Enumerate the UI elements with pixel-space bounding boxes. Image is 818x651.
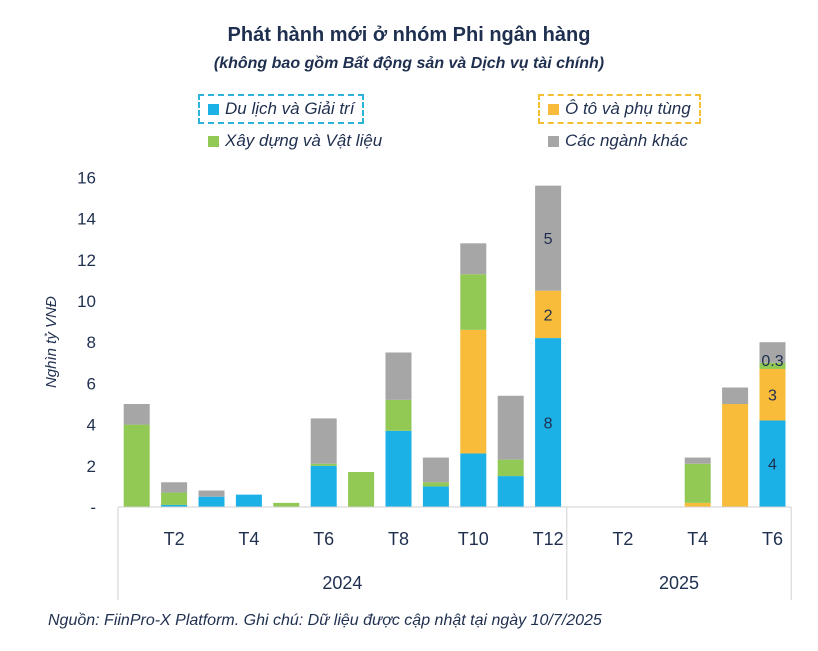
bar-segment [123, 404, 150, 425]
bar-segment [759, 368, 786, 421]
y-tick-label: 12 [77, 251, 96, 270]
bar-segment [161, 482, 188, 493]
bar-segment [759, 342, 786, 363]
x-tick-label: T6 [313, 529, 334, 549]
data-labels: 8 2 5 4 3 0.3 [544, 231, 784, 474]
legend-swatch-construction [208, 135, 219, 147]
y-tick-label: 6 [87, 374, 96, 393]
x-tick-label: T10 [458, 529, 489, 549]
x-group-label: 2025 [659, 573, 699, 593]
x-group-label: 2024 [322, 573, 362, 593]
bar-segment [123, 424, 150, 507]
bar-segment [460, 453, 487, 507]
y-axis: - 2 4 6 8 10 12 14 16 Nghìn tỷ VNĐ [43, 168, 96, 517]
data-label: 4 [768, 457, 777, 474]
y-tick-label: 2 [87, 457, 96, 476]
legend-item-construction: Xây dựng và Vật liệu [208, 131, 382, 151]
x-tick-label: T2 [612, 529, 633, 549]
bar-segment [161, 504, 188, 507]
y-tick-label: 16 [77, 168, 96, 187]
source-note: Nguồn: FiinPro-X Platform. Ghi chú: Dữ l… [48, 612, 602, 629]
bar-segment [497, 476, 524, 507]
y-tick-label: 4 [87, 416, 96, 435]
bar-segment [535, 185, 562, 291]
y-tick-label: 10 [77, 292, 96, 311]
bar-segment [535, 290, 562, 339]
legend-label-tourism: Du lịch và Giải trí [225, 99, 355, 118]
bar-segment [759, 420, 786, 507]
y-tick-label: 8 [87, 333, 96, 352]
legend-swatch-tourism [208, 103, 219, 115]
bar-segment [161, 492, 188, 505]
data-label: 0.3 [761, 353, 783, 370]
legend-label-other: Các ngành khác [565, 131, 688, 150]
bar-segment [235, 494, 262, 507]
data-label: 3 [768, 388, 777, 405]
legend-label-construction: Xây dựng và Vật liệu [225, 131, 383, 150]
bar-segment [385, 352, 412, 400]
data-label: 2 [544, 307, 553, 324]
bar-segment [722, 387, 749, 404]
bar-segment [460, 243, 487, 275]
bar-segment [460, 329, 487, 454]
chart-title: Phát hành mới ở nhóm Phi ngân hàng [227, 24, 591, 46]
legend-item-auto: Ô tô và phụ tùng [538, 94, 701, 124]
bar-segment [310, 418, 337, 464]
bar-segment [497, 395, 524, 460]
bar-segment [310, 465, 337, 507]
bar-segment [759, 362, 786, 369]
y-tick-label: 14 [77, 210, 96, 229]
bar-segment [310, 463, 337, 466]
legend-swatch-auto [548, 103, 559, 115]
y-axis-title: Nghìn tỷ VNĐ [43, 296, 60, 388]
data-label: 8 [544, 416, 553, 433]
x-tick-label: T4 [238, 529, 259, 549]
legend-item-tourism: Du lịch và Giải trí [198, 94, 365, 124]
bar-segment [422, 482, 449, 487]
bar-segment [348, 471, 375, 507]
x-tick-label: T8 [388, 529, 409, 549]
bar-segment [684, 457, 711, 464]
bar-segment [535, 338, 562, 507]
chart-subtitle: (không bao gồm Bất động sản và Dịch vụ t… [213, 55, 605, 72]
data-label: 5 [544, 231, 553, 248]
bar-segment [497, 459, 524, 477]
bars [123, 185, 786, 507]
legend-item-other: Các ngành khác [548, 131, 688, 151]
x-tick-label: T6 [762, 529, 783, 549]
legend-label-auto: Ô tô và phụ tùng [565, 99, 691, 118]
bar-segment [385, 430, 412, 507]
bar-segment [273, 502, 300, 507]
bar-segment [422, 457, 449, 483]
bar-segment [684, 502, 711, 507]
bar-segment [722, 404, 749, 507]
x-tick-label: T12 [533, 529, 564, 549]
x-tick-label: T2 [164, 529, 185, 549]
bar-segment [460, 274, 487, 330]
y-tick-label: - [90, 498, 96, 517]
bar-segment [198, 496, 225, 507]
bar-segment [385, 399, 412, 431]
legend-swatch-other [548, 135, 559, 147]
x-axis: T2 T4 T6 T8 T10 T12 T2 T4 T6 2024 2025 [117, 506, 792, 600]
x-tick-label: T4 [687, 529, 708, 549]
bar-segment [198, 490, 225, 497]
bar-segment [684, 463, 711, 503]
bar-segment [422, 486, 449, 507]
